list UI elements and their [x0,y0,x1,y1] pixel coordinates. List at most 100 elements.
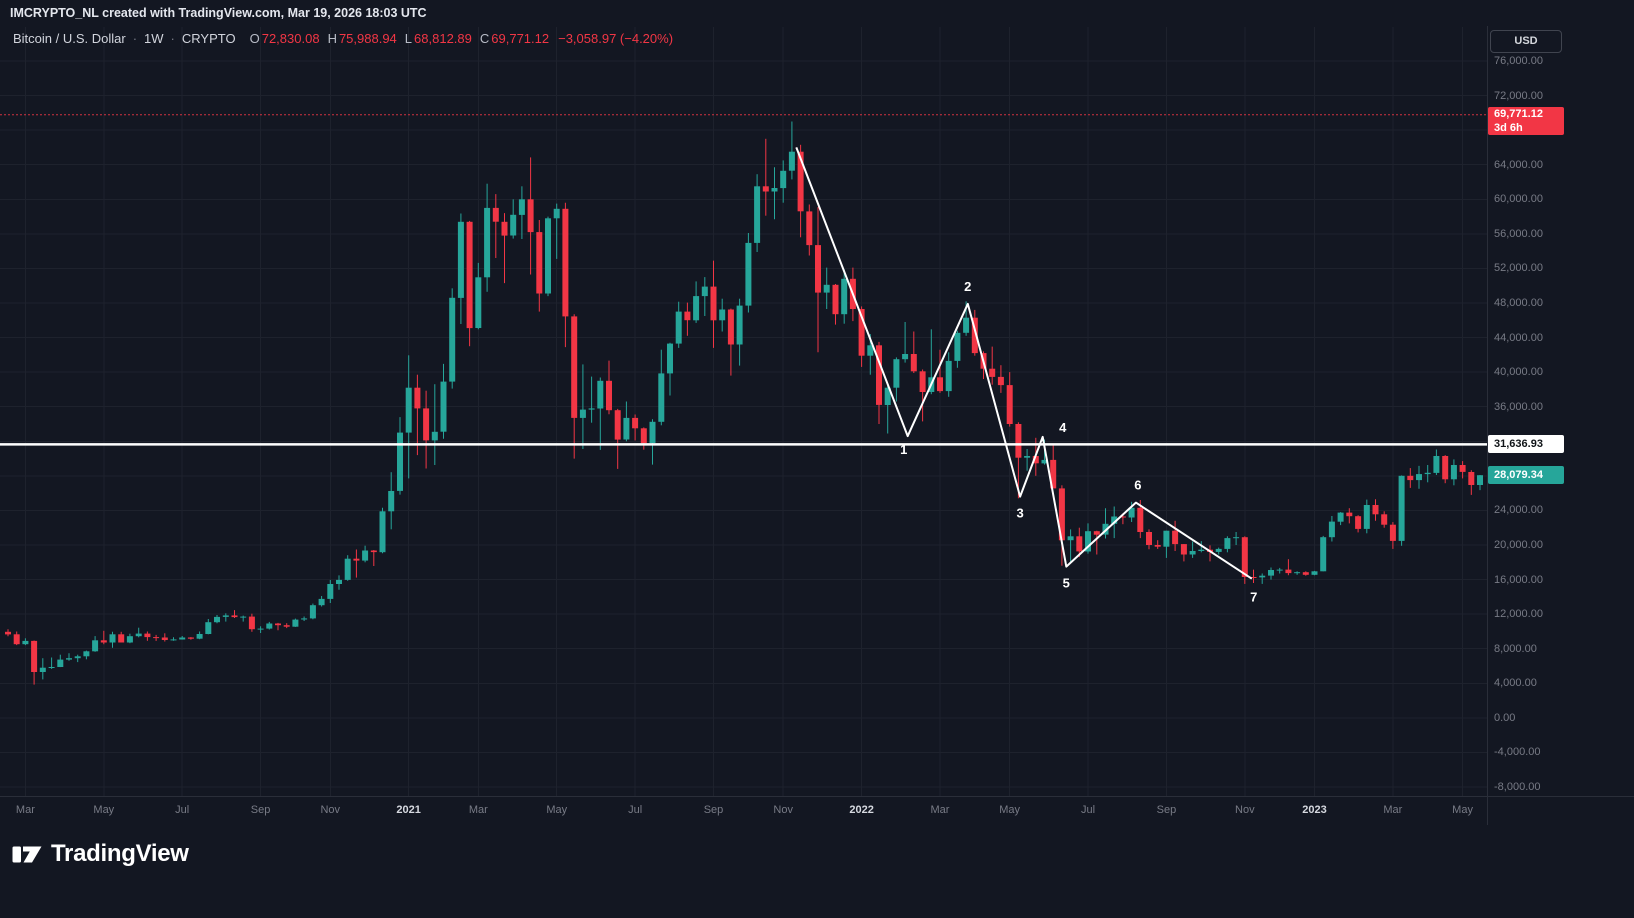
price-tick: 36,000.00 [1494,400,1543,413]
candle [440,363,447,439]
time-label: Jul [175,804,190,816]
time-axis[interactable]: Mar May Jul Sep Nov 2021 Mar May Jul Sep Nov 2022 Ma… [0,796,1634,826]
candle [309,603,316,620]
candle [57,654,64,668]
separator-dot: · [170,31,175,46]
wave-label: 2 [964,279,971,294]
candle [954,330,961,368]
time-label: 2023 [1302,804,1327,816]
candle [1163,530,1170,558]
candle [397,417,403,495]
high-value: 75,988.94 [338,31,397,46]
candle [1189,541,1196,558]
symbol-header: Bitcoin / U.S. Dollar · 1W · CRYPTO O 72,… [13,31,673,46]
candle [754,174,761,252]
market-label: CRYPTO [181,31,236,46]
candle [1076,527,1083,558]
currency-button[interactable]: USD [1490,30,1562,53]
price-tick: 4,000.00 [1494,677,1537,690]
last-price-badge: 69,771.12 3d 6h [1488,106,1564,135]
time-label: Jul [628,804,643,816]
time-label: Mar [1383,804,1403,816]
candle [884,383,891,434]
candle [1346,508,1353,524]
candle [893,357,900,402]
time-label: Sep [1156,804,1177,816]
price-tick: 16,000.00 [1494,573,1543,586]
candle [623,401,630,442]
candle [414,374,421,456]
candle [989,346,996,385]
candle [266,621,273,630]
candle [1128,501,1135,522]
candle [553,203,560,259]
candle [771,167,778,220]
tradingview-logo[interactable]: TradingView [12,840,189,868]
candle [1024,449,1031,471]
candle [1224,536,1231,553]
wave-label: 6 [1134,478,1141,493]
candle [1337,512,1344,526]
candle [196,631,203,640]
time-label: May [999,804,1021,816]
hline-price-badge: 31,636.93 [1488,435,1564,454]
candle [1215,547,1222,555]
interval-label[interactable]: 1W [144,31,164,46]
candle [318,596,325,607]
candle [13,631,20,646]
candle [370,550,377,566]
candle [1067,529,1074,564]
candle [292,618,299,627]
candle [240,615,247,622]
change-value: −3,058.97 (−4.20%) [558,31,674,46]
candle [710,260,717,348]
candle [1424,465,1431,483]
time-label: Jul [1081,804,1096,816]
candle [457,213,464,324]
candle [170,637,177,641]
candle [1276,567,1283,574]
time-label: Mar [15,804,35,816]
symbol-title[interactable]: Bitcoin / U.S. Dollar [13,31,126,46]
price-tick: -8,000.00 [1494,780,1541,793]
candle [640,427,647,450]
high-label: H [327,31,337,46]
candle [205,619,212,635]
candle [126,633,133,644]
candle [118,631,125,643]
time-label: Nov [773,804,793,816]
candle [153,634,160,641]
wave-label: 4 [1059,420,1067,435]
price-axis[interactable]: USD 76,000.0072,000.0068,000.0064,000.00… [1488,0,1634,825]
price-tick: 56,000.00 [1494,227,1543,240]
candle [1433,449,1440,475]
candle [405,355,412,479]
candle [597,377,604,450]
candle [83,650,90,660]
candle [1085,523,1091,554]
candle [571,314,578,459]
candle [1328,516,1335,542]
time-label: May [93,804,115,816]
candle [806,204,813,256]
candle [388,472,395,530]
candle [1311,570,1318,576]
candle [1302,571,1309,576]
wave-label: 3 [1016,506,1023,521]
tradingview-logo-icon [12,846,42,862]
candle [1468,470,1475,495]
candle [562,202,569,348]
candle [841,269,848,324]
elliott-wave-zigzag[interactable] [795,147,1253,580]
candle [100,630,107,645]
wave-label: 1 [900,442,907,457]
candle [910,331,917,373]
candle [39,658,46,680]
candle [780,160,787,203]
price-tick: 60,000.00 [1494,193,1543,206]
candle [693,281,700,323]
candle [1450,459,1457,486]
candle [1058,485,1065,566]
